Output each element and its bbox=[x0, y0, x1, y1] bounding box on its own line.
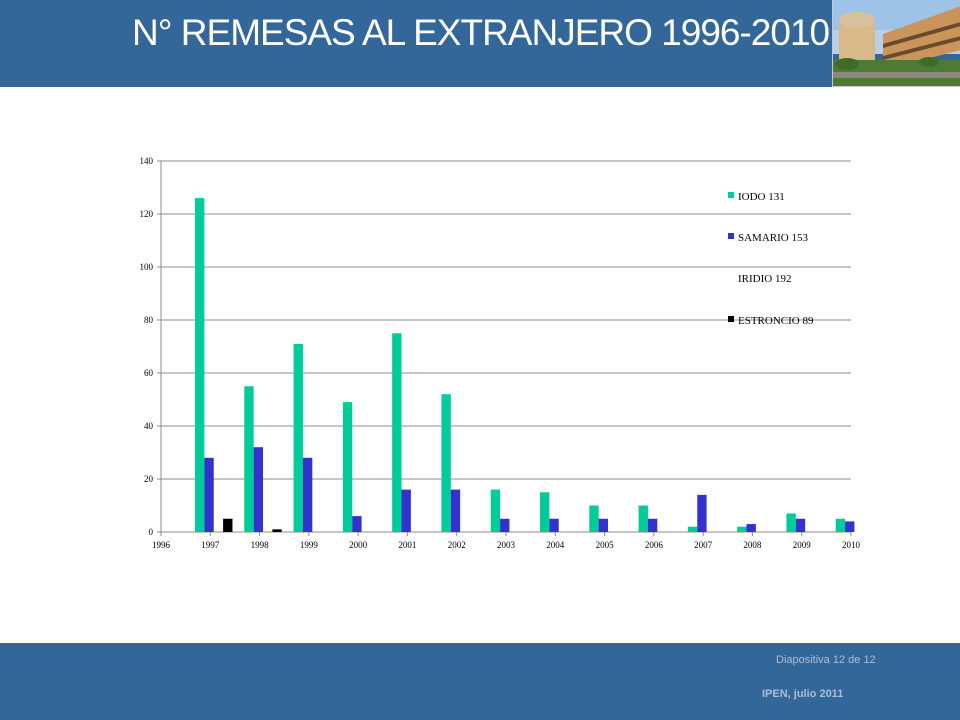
bar-iodo-131-2001 bbox=[392, 333, 402, 532]
bar-samario-153-2009 bbox=[795, 518, 806, 532]
bar-samario-153-1997 bbox=[204, 457, 214, 532]
x-tick-label-2003: 2003 bbox=[497, 540, 516, 550]
footer-organization: IPEN, julio 2011 bbox=[762, 688, 844, 700]
bar-samario-153-2000 bbox=[352, 516, 362, 532]
legend-swatch-estroncio-89 bbox=[728, 316, 734, 322]
bar-samario-153-2007 bbox=[697, 494, 707, 532]
slide-title: N° REMESAS AL EXTRANJERO 1996-2010 bbox=[132, 12, 830, 53]
x-tick-label-1999: 1999 bbox=[300, 540, 319, 550]
bar-estroncio-89-1998 bbox=[272, 529, 282, 532]
bar-iodo-131-2005 bbox=[589, 505, 599, 532]
bar-samario-153-2003 bbox=[500, 518, 510, 532]
y-tick-label-100: 100 bbox=[140, 262, 154, 272]
bar-samario-153-2006 bbox=[647, 518, 658, 532]
bar-iodo-131-1997 bbox=[195, 198, 205, 532]
bar-iodo-131-2003 bbox=[490, 489, 501, 532]
slide-number: Diapositiva 12 de 12 bbox=[776, 654, 876, 666]
bar-iodo-131-1998 bbox=[244, 386, 254, 532]
bar-samario-153-1999 bbox=[302, 457, 313, 532]
x-tick-label-2007: 2007 bbox=[694, 540, 713, 550]
bar-samario-153-1998 bbox=[253, 447, 264, 532]
bar-iodo-131-2006 bbox=[638, 505, 648, 532]
y-tick-label-60: 60 bbox=[144, 368, 154, 378]
y-tick-label-0: 0 bbox=[149, 527, 154, 537]
x-tick-label-2010: 2010 bbox=[842, 540, 861, 550]
bar-iodo-131-2000 bbox=[342, 402, 353, 532]
bar-samario-153-2004 bbox=[549, 518, 559, 532]
x-tick-label-2000: 2000 bbox=[349, 540, 368, 550]
bar-iodo-131-2002 bbox=[441, 394, 451, 532]
x-tick-label-2006: 2006 bbox=[645, 540, 664, 550]
bar-iodo-131-2010 bbox=[835, 518, 846, 532]
y-tick-label-40: 40 bbox=[144, 421, 154, 431]
legend-label-samario-153: SAMARIO 153 bbox=[738, 232, 808, 244]
y-tick-label-120: 120 bbox=[140, 209, 154, 219]
bar-samario-153-2008 bbox=[746, 524, 756, 532]
y-tick-label-20: 20 bbox=[144, 474, 154, 484]
x-tick-label-2005: 2005 bbox=[596, 540, 615, 550]
x-tick-label-2002: 2002 bbox=[448, 540, 466, 550]
legend-label-iodo-131: IODO 131 bbox=[738, 191, 785, 203]
building-photo bbox=[832, 0, 960, 87]
y-tick-label-140: 140 bbox=[140, 156, 154, 166]
bar-iodo-131-2009 bbox=[786, 513, 796, 532]
x-tick-label-2001: 2001 bbox=[398, 540, 416, 550]
bar-iodo-131-2008 bbox=[737, 526, 747, 532]
remittances-chart: 0 20 40 60 80 100 120 140 1996 1997 1998 1999 2000 20… bbox=[140, 156, 861, 550]
legend-label-iridio-192: IRIDIO 192 bbox=[738, 273, 791, 285]
x-tick-label-2008: 2008 bbox=[743, 540, 762, 550]
legend-swatch-samario-153 bbox=[728, 233, 734, 239]
legend-swatch-iodo-131 bbox=[728, 192, 734, 198]
bar-iodo-131-2007 bbox=[687, 526, 698, 532]
x-tick-label-2004: 2004 bbox=[546, 540, 565, 550]
footer-bar bbox=[0, 643, 960, 720]
x-tick-label-1996: 1996 bbox=[152, 540, 171, 550]
x-tick-label-2009: 2009 bbox=[793, 540, 812, 550]
y-tick-label-80: 80 bbox=[144, 315, 154, 325]
x-tick-label-1998: 1998 bbox=[251, 540, 270, 550]
bar-samario-153-2010 bbox=[845, 521, 855, 532]
bar-estroncio-89-1997 bbox=[223, 518, 233, 532]
bar-samario-153-2002 bbox=[450, 489, 461, 532]
bar-iodo-131-2004 bbox=[540, 492, 550, 532]
legend-swatch-iridio-192 bbox=[728, 274, 734, 280]
x-tick-label-1997: 1997 bbox=[201, 540, 220, 550]
bar-samario-153-2005 bbox=[598, 518, 609, 532]
legend-label-estroncio-89: ESTRONCIO 89 bbox=[738, 315, 814, 327]
bar-iodo-131-1999 bbox=[293, 343, 303, 532]
header-bar bbox=[0, 0, 960, 87]
bar-samario-153-2001 bbox=[401, 489, 411, 532]
